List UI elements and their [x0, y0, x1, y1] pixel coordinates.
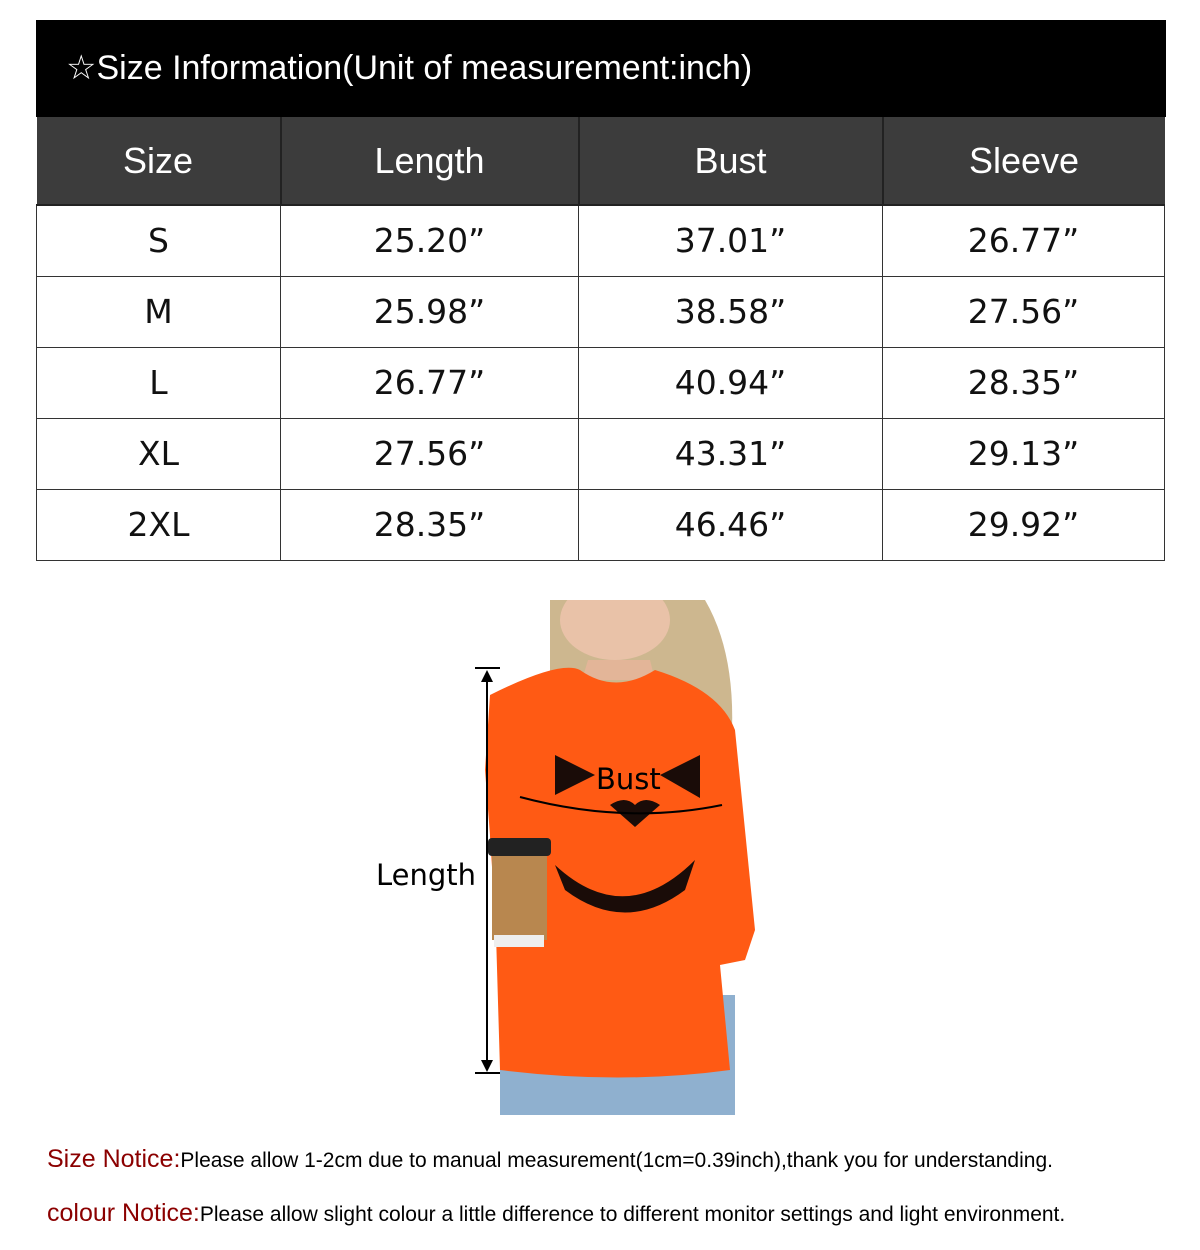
table-row: XL 27.56” 43.31” 29.13”: [36, 417, 1165, 490]
colour-notice: colour Notice:Please allow slight colour…: [47, 1199, 1065, 1228]
size-table: Size Length Bust Sleeve S 25.20” 37.01” 26.…: [36, 117, 1165, 561]
cell-length: 28.35”: [280, 488, 579, 561]
cell-sleeve: 29.13”: [882, 417, 1165, 490]
table-row: 2XL 28.35” 46.46” 29.92”: [36, 488, 1165, 561]
size-notice: Size Notice:Please allow 1-2cm due to ma…: [47, 1145, 1053, 1174]
table-header-row: Size Length Bust Sleeve: [36, 117, 1165, 206]
size-info-title: ☆Size Information(Unit of measurement:in…: [36, 20, 1166, 117]
cell-bust: 37.01”: [578, 204, 883, 277]
header-size: Size: [36, 117, 281, 206]
cell-size: L: [36, 346, 281, 419]
table-row: M 25.98” 38.58” 27.56”: [36, 275, 1165, 348]
cell-size: M: [36, 275, 281, 348]
cell-size: 2XL: [36, 488, 281, 561]
size-notice-key: Size Notice:: [47, 1145, 181, 1173]
table-row: L 26.77” 40.94” 28.35”: [36, 346, 1165, 419]
model-measurement-figure: Bust Length: [360, 580, 780, 1115]
length-label: Length: [376, 858, 477, 892]
cell-bust: 46.46”: [578, 488, 883, 561]
cell-bust: 40.94”: [578, 346, 883, 419]
cell-sleeve: 29.92”: [882, 488, 1165, 561]
colour-notice-key: colour Notice:: [47, 1199, 200, 1227]
cell-length: 25.98”: [280, 275, 579, 348]
cell-sleeve: 28.35”: [882, 346, 1165, 419]
cell-length: 25.20”: [280, 204, 579, 277]
cell-sleeve: 27.56”: [882, 275, 1165, 348]
cell-length: 26.77”: [280, 346, 579, 419]
bust-label: Bust: [596, 762, 661, 796]
table-row: S 25.20” 37.01” 26.77”: [36, 204, 1165, 277]
header-length: Length: [279, 117, 579, 206]
cell-bust: 43.31”: [578, 417, 883, 490]
header-bust: Bust: [577, 117, 883, 206]
model-photo-illustration: [475, 580, 755, 1115]
cell-size: XL: [36, 417, 281, 490]
cell-size: S: [36, 204, 281, 277]
cell-bust: 38.58”: [578, 275, 883, 348]
header-sleeve: Sleeve: [881, 117, 1165, 206]
cell-length: 27.56”: [280, 417, 579, 490]
cell-sleeve: 26.77”: [882, 204, 1165, 277]
size-notice-text: Please allow 1-2cm due to manual measure…: [180, 1149, 1053, 1172]
colour-notice-text: Please allow slight colour a little diff…: [199, 1203, 1066, 1226]
